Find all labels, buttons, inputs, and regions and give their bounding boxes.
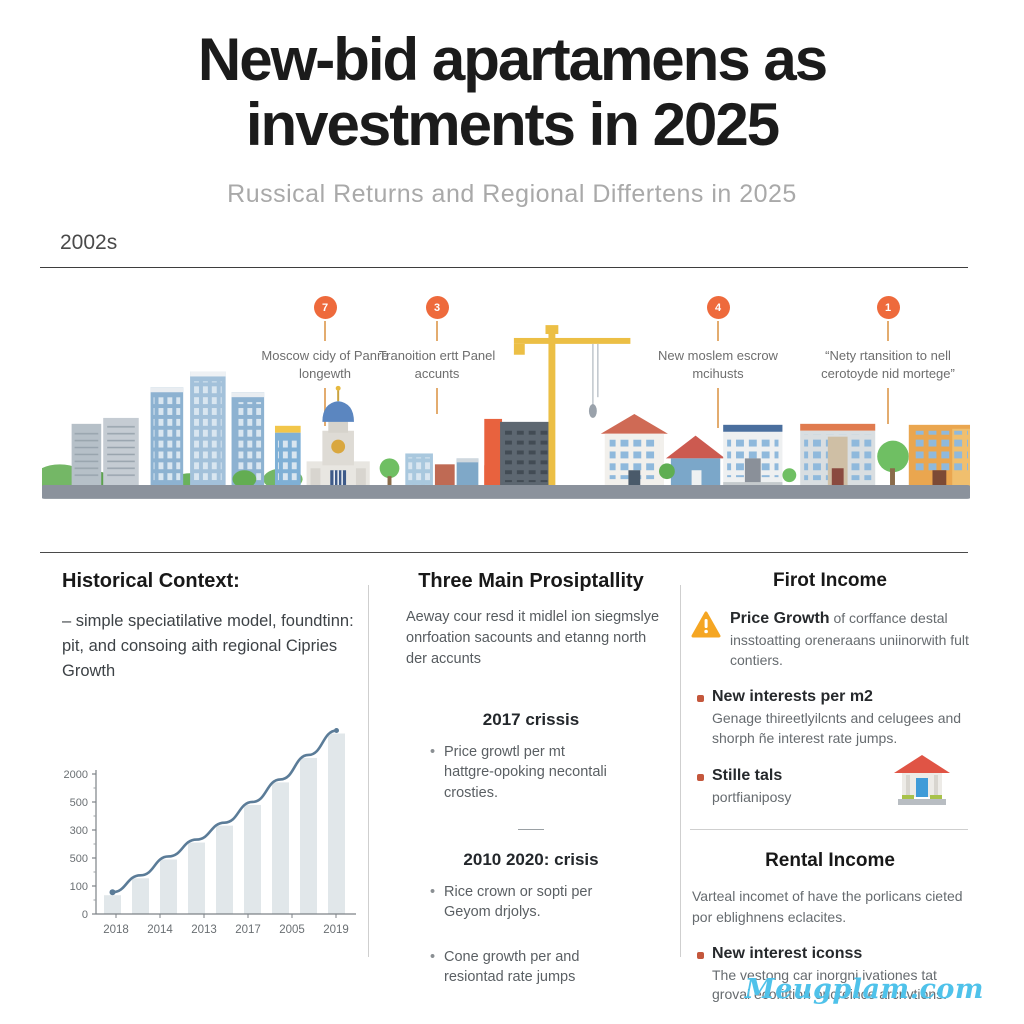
rental-income-body: Varteal incomet of have the porlicans ci…: [692, 888, 963, 925]
price-growth-body: of corffance destal insstoatting orenera…: [730, 610, 969, 668]
column-divider: [368, 585, 369, 957]
marker-number-badge: 3: [425, 296, 449, 319]
marker-connector-line: [324, 388, 326, 427]
historical-context-column: Historical Context: – simple speciatilat…: [62, 570, 362, 683]
orange-trim-building: [800, 423, 876, 489]
orange-building: [877, 424, 970, 489]
marker-connector-line: [324, 321, 326, 341]
new-interests-lead: New interests per m2: [712, 688, 873, 706]
income-column: Firot Income Price Growth of corffance d…: [690, 570, 970, 1005]
new-interests-item: New interests per m2 Genage thireetlyilc…: [697, 688, 970, 748]
marker-label: Moscow cidy of Panre longewth: [261, 348, 389, 381]
price-growth-item: Price Growth of corffance destal insstoa…: [690, 608, 970, 670]
marker-connector-line: [887, 321, 889, 341]
marker-label: Tranoition ertt Panel accunts: [378, 348, 496, 381]
svg-text:2017: 2017: [235, 924, 261, 936]
marker-connector-line: [436, 321, 438, 341]
new-interest-iconss-item: New interest iconss The vestong car inor…: [697, 944, 970, 1005]
price-growth-lead: Price Growth: [730, 610, 830, 627]
marker-label: New moslem escrow mcihusts: [658, 348, 778, 381]
prosiptallity-heading: Three Main Prosiptallity: [418, 570, 644, 592]
svg-text:0: 0: [82, 909, 88, 921]
svg-text:100: 100: [70, 881, 88, 893]
crisis-2010-heading: 2010 2020: crisis: [463, 849, 599, 869]
first-income-heading: Firot Income: [772, 570, 887, 591]
svg-text:2000: 2000: [64, 769, 88, 781]
stille-item: Stille tals portfianiposy: [690, 749, 970, 808]
construction-crane: [513, 325, 631, 489]
timeline-marker-2: 3 Tranoition ertt Panel accunts: [362, 296, 512, 415]
new-interests-body: Genage thireetlyilcnts and celugees and …: [712, 710, 962, 747]
marker-number-badge: 4: [706, 296, 730, 319]
timeline-top-rule: [40, 267, 968, 268]
crisis-2017-heading: 2017 crissis: [482, 710, 580, 730]
stille-text: Stille tals portfianiposy: [697, 766, 832, 808]
timeline-era-label: 2002s: [60, 231, 118, 254]
dash-divider: [518, 828, 544, 830]
historical-context-body: – simple speciatilative model, foundtinn…: [62, 612, 354, 680]
warning-triangle-icon: [691, 611, 721, 638]
prosiptallity-column: Three Main Prosiptallity Aeway cour resd…: [400, 570, 662, 987]
marker-connector-line: [717, 388, 719, 429]
svg-text:500: 500: [70, 797, 88, 809]
marker-number-badge: 1: [876, 296, 900, 319]
crisis-2017-bullet: Price growtl per mt hattgre-opoking neco…: [430, 742, 614, 803]
svg-text:2018: 2018: [103, 924, 129, 936]
svg-text:300: 300: [70, 825, 88, 837]
marker-connector-line: [717, 321, 719, 341]
title-line-1: New-bid apartamens as: [197, 26, 828, 93]
price-growth-text: Price Growth of corffance destal insstoa…: [730, 608, 970, 670]
page-subtitle: Russical Returns and Regional Differtens…: [227, 180, 797, 208]
orange-and-dark-buildings: [484, 418, 554, 489]
title-line-2: investments in 2025: [245, 90, 780, 158]
rental-income-heading: Rental Income: [765, 850, 895, 872]
marker-label: “Nety rtansition to nell cerotoyde nid m…: [821, 348, 955, 381]
blue-skyscrapers: [150, 371, 301, 489]
prosiptallity-intro: Aeway cour resd it midlel ion siegmslye …: [406, 609, 660, 668]
rental-divider: [690, 829, 968, 831]
apartment-block: [723, 424, 797, 489]
timeline-marker-1: 7 Moscow cidy of Panre longewth: [250, 296, 400, 427]
stille-body: portfianiposy: [712, 788, 792, 805]
svg-text:2013: 2013: [191, 924, 217, 936]
svg-text:2005: 2005: [279, 924, 305, 936]
house-icon: [894, 754, 950, 805]
column-divider: [680, 585, 681, 957]
gray-towers: [71, 417, 139, 489]
marker-connector-line: [887, 388, 889, 425]
marker-connector-line: [436, 388, 438, 415]
stille-lead: Stille tals: [712, 766, 783, 784]
church: [306, 385, 370, 489]
timeline-marker-4: 1 “Nety rtansition to nell cerotoyde nid…: [813, 296, 963, 425]
crisis-2010-bullet: Cone growth per and resiontad rate jumps: [430, 947, 614, 988]
new-interest-iconss-lead: New interest iconss: [712, 944, 863, 962]
timeline-marker-3: 4 New moslem escrow mcihusts: [643, 296, 793, 429]
page-title: New-bid apartamens as investments in 202…: [0, 26, 1024, 158]
svg-text:2019: 2019: [323, 924, 349, 936]
price-growth-chart: 0 100 500 300 500 2000 2018 2014 2013 2017 2005 201…: [64, 728, 356, 936]
svg-text:2014: 2014: [147, 924, 173, 936]
new-interest-iconss-body: The vestong car inorgni ivationes tat gr…: [712, 966, 948, 1003]
city-skyline-illustration: [42, 325, 970, 499]
section-divider-rule: [40, 552, 968, 553]
historical-context-heading: Historical Context:: [62, 570, 240, 592]
blue-gabled-house: [659, 435, 726, 489]
crisis-2010-bullet: Rice crown or sopti per Geyom drjolys.: [430, 882, 614, 923]
row-houses: [379, 453, 479, 489]
road: [42, 485, 970, 499]
white-red-roof-building: [600, 413, 668, 489]
svg-text:500: 500: [70, 853, 88, 865]
marker-number-badge: 7: [313, 296, 337, 319]
watermark: Meugplam.com: [744, 974, 984, 1005]
